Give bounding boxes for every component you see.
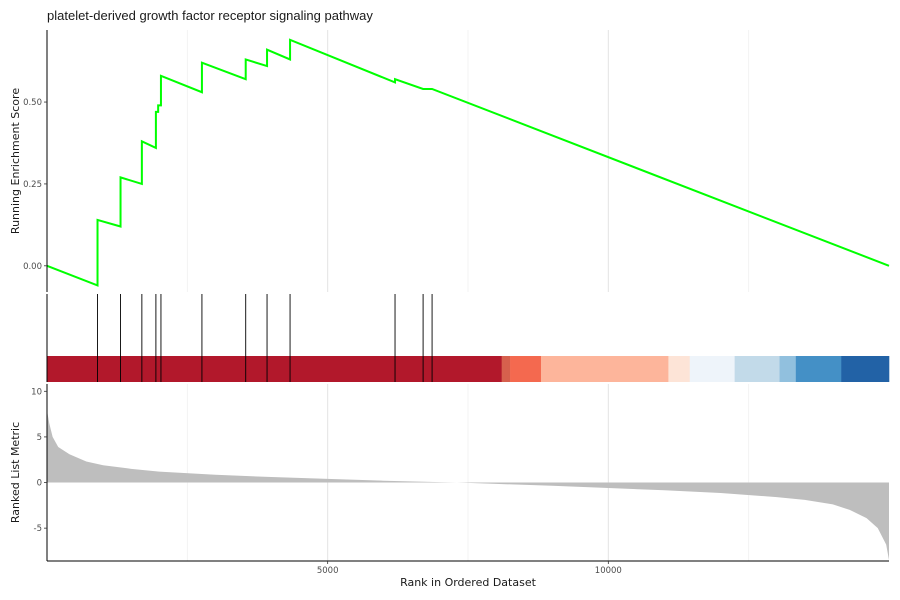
y-axis-title-top: Running Enrichment Score	[9, 88, 22, 234]
x-axis-title: Rank in Ordered Dataset	[400, 576, 537, 589]
y-tick-label-top: 0.25	[23, 180, 42, 190]
y-tick-label-bottom: -5	[34, 524, 42, 534]
axes	[44, 30, 889, 564]
y-tick-label-bottom: 0	[37, 479, 42, 489]
color-bar-segment	[47, 356, 502, 382]
color-bar-segment	[501, 356, 511, 382]
grid-lines	[186, 30, 750, 561]
y-tick-label-top: 0.50	[23, 98, 42, 108]
ranked-metric-area	[47, 410, 889, 561]
color-bar-segment	[779, 356, 797, 382]
gene-hit-marks	[97, 294, 433, 382]
color-bar-segment	[668, 356, 691, 382]
y-tick-label-top: 0.00	[23, 262, 42, 272]
y-tick-label-bottom: 5	[37, 433, 42, 443]
color-bar-segment	[841, 356, 890, 382]
x-tick-label: 5000	[317, 566, 339, 576]
rank-color-bar	[47, 356, 890, 382]
color-bar-segment	[510, 356, 542, 382]
y-tick-label-bottom: 10	[31, 387, 42, 397]
ranked-metric-fill	[47, 410, 889, 561]
color-bar-segment	[734, 356, 780, 382]
chart-title: platelet-derived growth factor receptor …	[47, 8, 373, 23]
enrichment-score-line	[46, 38, 890, 287]
color-bar-segment	[540, 356, 669, 382]
enrichment-score-series	[46, 38, 890, 287]
x-tick-label: 10000	[595, 566, 622, 576]
color-bar-segment	[689, 356, 735, 382]
color-bar-segment	[795, 356, 842, 382]
axis-labels: 0.00 0.25 0.50 -5 0 5 10 5000 10000 Rank in Order…	[9, 88, 622, 589]
y-axis-title-bottom: Ranked List Metric	[9, 422, 22, 523]
